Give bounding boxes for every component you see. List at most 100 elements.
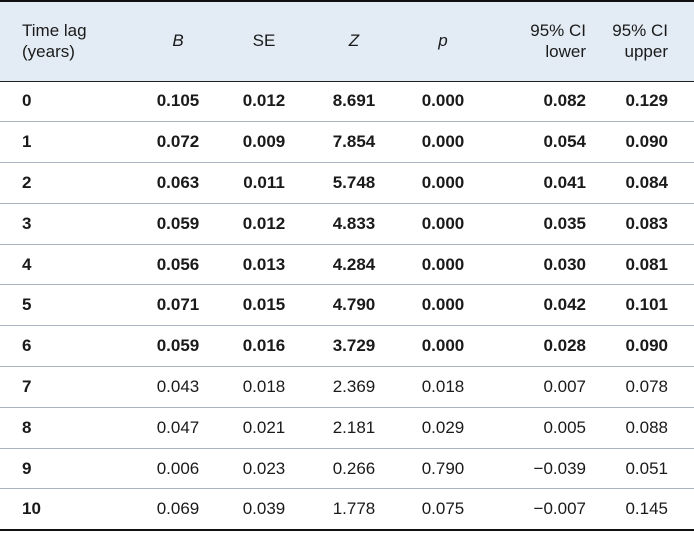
cell-time-lag: 2 [22, 172, 32, 192]
header-ci-lower-line1: 95% CI [530, 20, 586, 40]
header-row: Time lag (years) B SE Z p 95% CI lower 9… [0, 1, 694, 81]
header-ci-lower: 95% CI lower [486, 1, 596, 81]
cell-p: 0.000 [421, 336, 465, 356]
header-z: Z [348, 31, 360, 51]
cell-se: 0.023 [242, 458, 286, 478]
table-header: Time lag (years) B SE Z p 95% CI lower 9… [0, 1, 694, 81]
cell-ci-lower: 0.082 [543, 91, 586, 111]
cell-z: 0.266 [332, 458, 376, 478]
cell-se: 0.012 [242, 91, 286, 111]
cell-ci-lower: 0.054 [543, 132, 586, 152]
table-row: 2 0.063 0.011 5.748 0.000 0.041 0.084 [0, 163, 694, 204]
cell-ci-upper: 0.051 [625, 458, 668, 478]
cell-ci-lower: −0.039 [533, 458, 586, 478]
cell-ci-upper: 0.090 [625, 336, 668, 356]
table-row: 6 0.059 0.016 3.729 0.000 0.028 0.090 [0, 326, 694, 367]
cell-p: 0.000 [421, 91, 465, 111]
cell-z: 1.778 [332, 499, 376, 519]
cell-p: 0.029 [421, 417, 465, 437]
cell-p: 0.018 [421, 376, 465, 396]
cell-ci-lower: −0.007 [533, 499, 586, 519]
header-ci-upper-line1: 95% CI [612, 20, 668, 40]
cell-ci-upper: 0.129 [625, 91, 668, 111]
cell-time-lag: 10 [22, 499, 41, 519]
header-ci-upper: 95% CI upper [596, 1, 694, 81]
cell-se: 0.012 [242, 213, 286, 233]
cell-b: 0.056 [156, 254, 200, 274]
cell-ci-lower: 0.030 [543, 254, 586, 274]
cell-z: 4.833 [332, 213, 376, 233]
header-ci-upper-line2: upper [624, 42, 668, 62]
cell-se: 0.011 [243, 172, 285, 192]
cell-b: 0.063 [156, 172, 200, 192]
cell-se: 0.016 [242, 336, 286, 356]
cell-p: 0.075 [421, 499, 465, 519]
table-row: 9 0.006 0.023 0.266 0.790 −0.039 0.051 [0, 448, 694, 489]
cell-z: 2.369 [332, 376, 376, 396]
cell-p: 0.000 [421, 295, 465, 315]
cell-ci-upper: 0.088 [625, 417, 668, 437]
cell-b: 0.047 [156, 417, 200, 437]
cell-z: 4.284 [332, 254, 376, 274]
cell-p: 0.000 [421, 132, 465, 152]
table-row: 0 0.105 0.012 8.691 0.000 0.082 0.129 [0, 81, 694, 122]
cell-z: 7.854 [332, 132, 376, 152]
cell-ci-lower: 0.041 [543, 172, 586, 192]
cell-ci-upper: 0.081 [625, 254, 668, 274]
table-row: 1 0.072 0.009 7.854 0.000 0.054 0.090 [0, 122, 694, 163]
cell-ci-upper: 0.090 [625, 132, 668, 152]
cell-time-lag: 7 [22, 376, 32, 396]
cell-p: 0.000 [421, 213, 465, 233]
cell-z: 4.790 [332, 295, 376, 315]
cell-b: 0.071 [156, 295, 200, 315]
table-row: 10 0.069 0.039 1.778 0.075 −0.007 0.145 [0, 489, 694, 530]
cell-se: 0.021 [242, 417, 286, 437]
cell-ci-upper: 0.083 [625, 213, 668, 233]
cell-p: 0.790 [421, 458, 465, 478]
cell-time-lag: 1 [22, 132, 32, 152]
cell-time-lag: 9 [22, 458, 32, 478]
cell-se: 0.015 [242, 295, 286, 315]
cell-time-lag: 4 [22, 254, 32, 274]
cell-ci-lower: 0.007 [543, 376, 586, 396]
table-row: 4 0.056 0.013 4.284 0.000 0.030 0.081 [0, 244, 694, 285]
cell-b: 0.006 [156, 458, 200, 478]
cell-ci-upper: 0.145 [625, 499, 668, 519]
cell-ci-lower: 0.005 [543, 417, 586, 437]
cell-ci-upper: 0.084 [625, 172, 668, 192]
header-time-lag: Time lag (years) [0, 1, 136, 81]
cell-se: 0.018 [242, 376, 286, 396]
header-ci-lower-line2: lower [545, 42, 586, 62]
cell-ci-lower: 0.035 [543, 213, 586, 233]
table-row: 3 0.059 0.012 4.833 0.000 0.035 0.083 [0, 203, 694, 245]
cell-ci-upper: 0.101 [625, 295, 668, 315]
cell-se: 0.013 [242, 254, 286, 274]
header-time-lag-line1: Time lag [22, 20, 87, 40]
cell-b: 0.059 [156, 336, 200, 356]
cell-time-lag: 5 [22, 295, 32, 315]
table-row: 5 0.071 0.015 4.790 0.000 0.042 0.101 [0, 285, 694, 326]
cell-time-lag: 8 [22, 417, 32, 437]
cell-se: 0.009 [242, 132, 286, 152]
cell-time-lag: 3 [22, 213, 32, 233]
cell-ci-upper: 0.078 [625, 376, 668, 396]
cell-p: 0.000 [421, 172, 465, 192]
header-p: p [438, 31, 448, 51]
table-body: 0 0.105 0.012 8.691 0.000 0.082 0.129 1 0.072 0.0… [0, 81, 694, 530]
table-row: 7 0.043 0.018 2.369 0.018 0.007 0.078 [0, 367, 694, 408]
table-row: 8 0.047 0.021 2.181 0.029 0.005 0.088 [0, 407, 694, 449]
cell-se: 0.039 [242, 499, 286, 519]
cell-p: 0.000 [421, 254, 465, 274]
cell-ci-lower: 0.042 [543, 295, 586, 315]
cell-time-lag: 6 [22, 336, 32, 356]
cell-b: 0.059 [156, 213, 200, 233]
header-b: B [172, 31, 184, 51]
cell-b: 0.072 [156, 132, 200, 152]
cell-b: 0.069 [156, 499, 200, 519]
cell-time-lag: 0 [22, 91, 32, 111]
cell-b: 0.043 [156, 376, 200, 396]
header-time-lag-line2: (years) [22, 42, 75, 62]
cell-z: 3.729 [332, 336, 376, 356]
